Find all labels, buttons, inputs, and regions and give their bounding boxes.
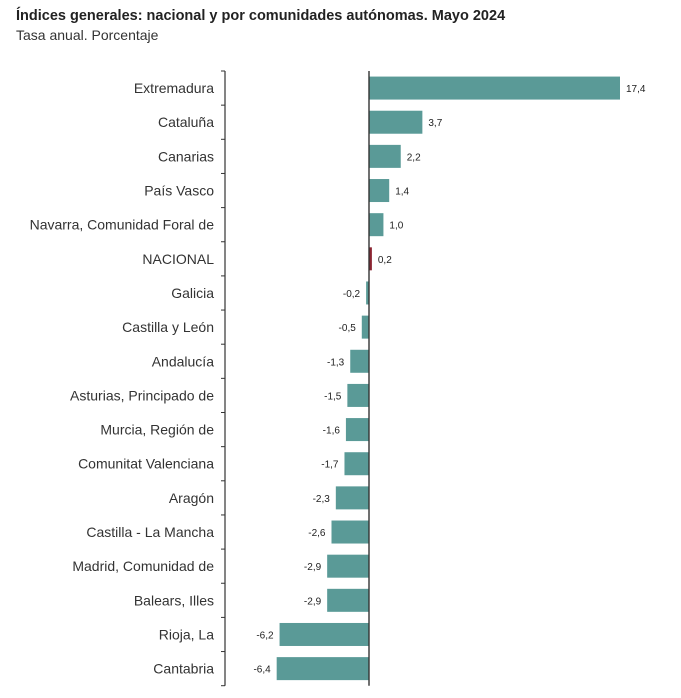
category-label: Castilla - La Mancha — [86, 524, 214, 540]
data-label: -0,2 — [343, 289, 361, 300]
data-label: -2,6 — [308, 528, 326, 539]
category-label: Asturias, Principado de — [70, 387, 214, 403]
data-label: -1,6 — [323, 426, 341, 437]
category-label: Cantabria — [153, 661, 214, 677]
category-label: Extremadura — [134, 80, 214, 96]
bar-7 — [361, 315, 369, 339]
bar-10 — [345, 418, 369, 442]
bar-3 — [369, 179, 390, 203]
bar-6 — [366, 281, 369, 305]
data-label: 2,2 — [407, 152, 421, 163]
bar-4 — [369, 213, 384, 237]
bar-0 — [369, 76, 620, 100]
data-label: 1,4 — [395, 187, 409, 198]
data-label: -6,2 — [256, 630, 274, 641]
bar-12 — [335, 486, 369, 510]
category-label: Castilla y León — [122, 319, 214, 335]
bar-9 — [347, 383, 369, 407]
category-label: Madrid, Comunidad de — [72, 558, 214, 574]
category-label: NACIONAL — [142, 251, 214, 267]
category-label: Canarias — [158, 148, 214, 164]
category-label: Balears, Illes — [134, 592, 214, 608]
category-label: País Vasco — [144, 183, 214, 199]
category-label: Cataluña — [158, 114, 214, 130]
category-label: Galicia — [171, 285, 214, 301]
bar-11 — [344, 452, 369, 476]
data-label: 17,4 — [626, 84, 646, 95]
data-label: -2,9 — [304, 596, 322, 607]
data-label: -1,7 — [321, 460, 339, 471]
chart-subtitle: Tasa anual. Porcentaje — [16, 27, 159, 43]
chart-title: Índices generales: nacional y por comuni… — [16, 8, 506, 24]
data-label: -1,3 — [327, 357, 345, 368]
category-label: Rioja, La — [159, 626, 214, 642]
category-label: Navarra, Comunidad Foral de — [30, 217, 215, 233]
bar-17 — [276, 657, 369, 681]
data-label: -2,9 — [304, 562, 322, 573]
bar-1 — [369, 110, 423, 134]
bar-15 — [327, 588, 369, 612]
data-label: -0,5 — [339, 323, 357, 334]
bar-8 — [350, 349, 369, 373]
data-label: -1,5 — [324, 391, 342, 402]
category-label: Aragón — [169, 490, 214, 506]
bar-16 — [279, 622, 369, 646]
category-label: Comunitat Valenciana — [78, 456, 214, 472]
category-label: Andalucía — [152, 353, 214, 369]
data-label: -6,4 — [253, 665, 271, 676]
data-label: 1,0 — [389, 221, 403, 232]
data-label: -2,3 — [313, 494, 331, 505]
data-label: 0,2 — [378, 255, 392, 266]
data-label: 3,7 — [428, 118, 442, 129]
bar-13 — [331, 520, 369, 544]
bar-5 — [369, 247, 372, 271]
bar-2 — [369, 144, 401, 168]
bar-14 — [327, 554, 369, 578]
category-label: Murcia, Región de — [100, 422, 214, 438]
